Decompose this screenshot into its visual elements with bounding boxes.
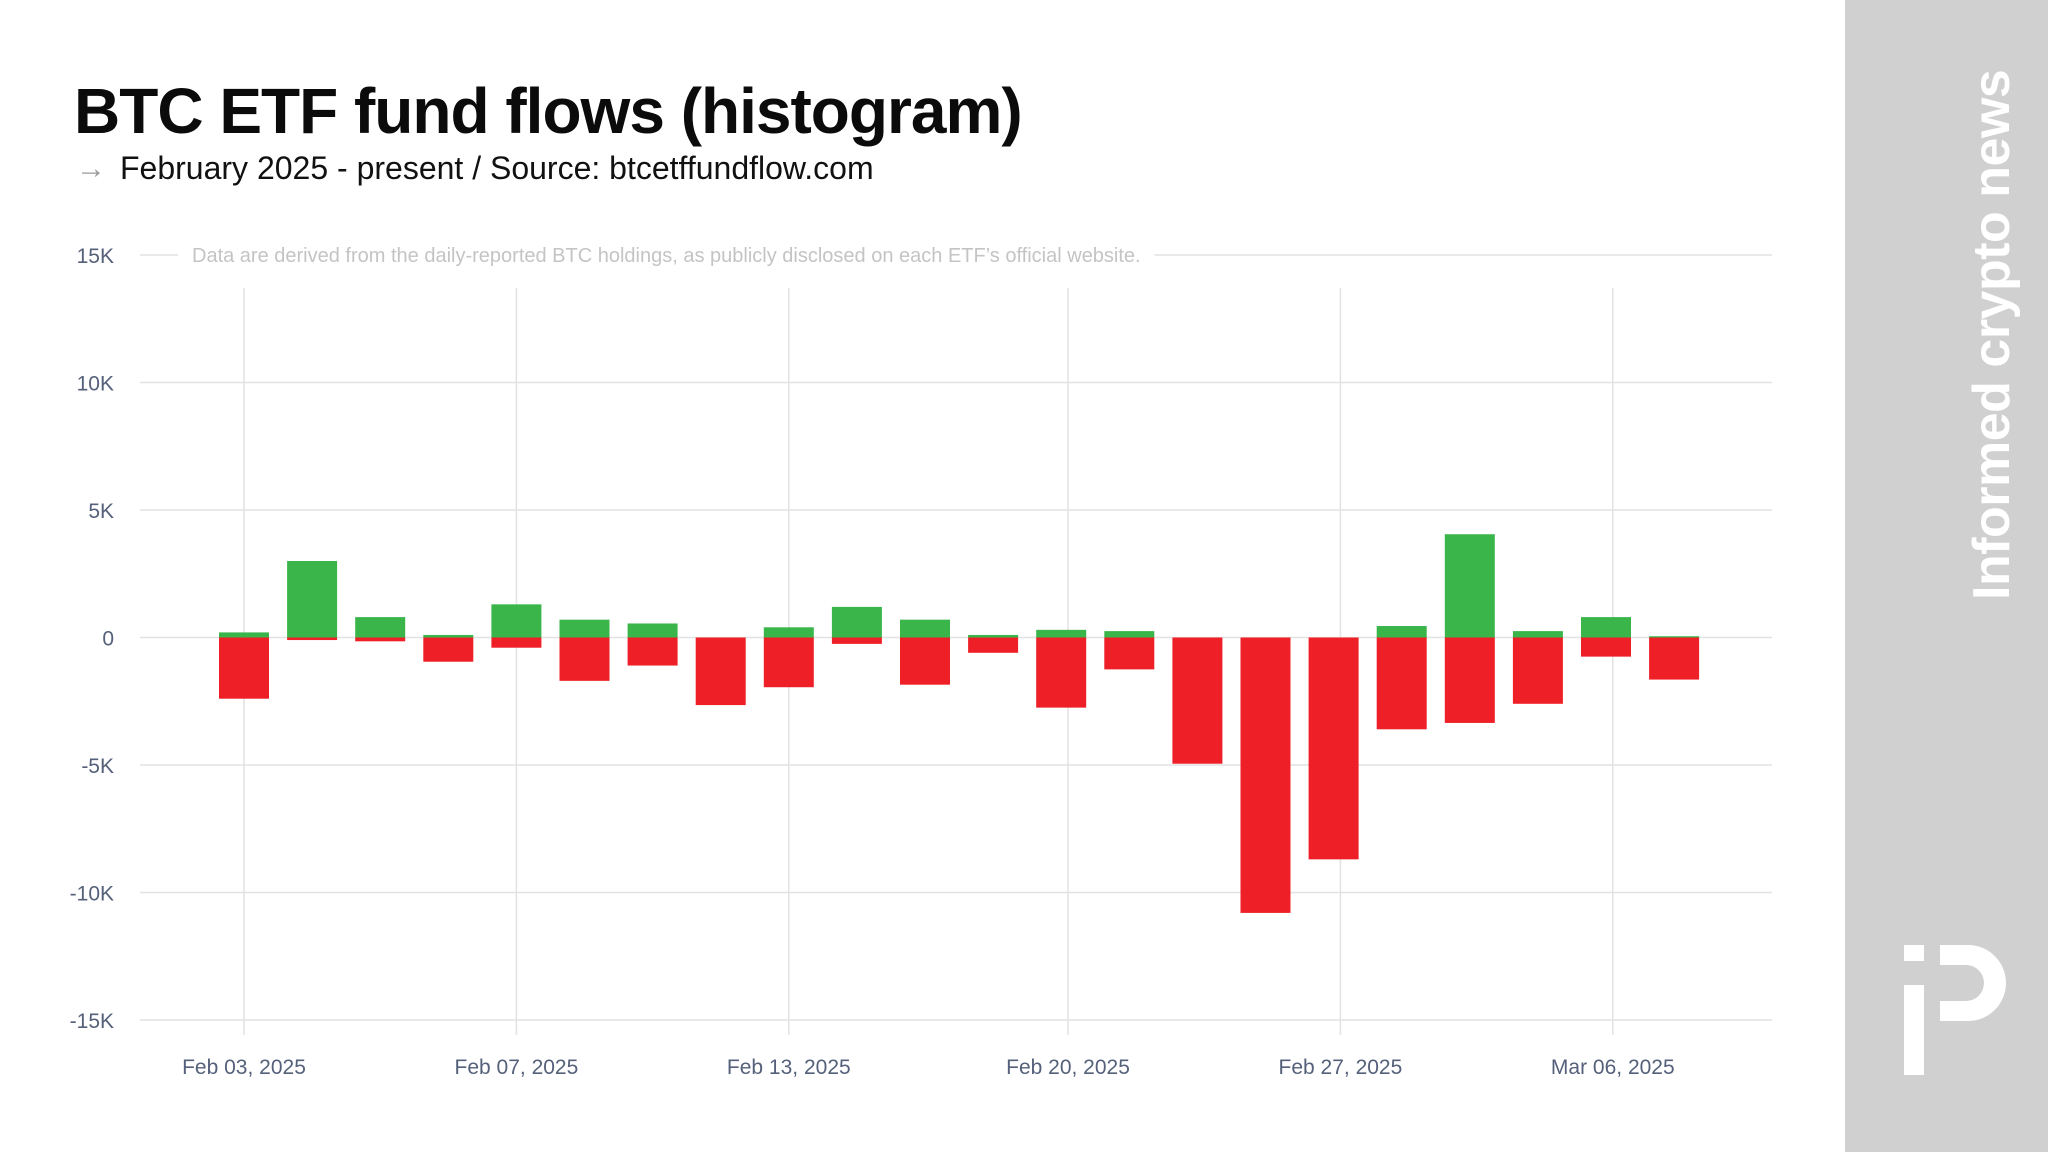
inflow-bar <box>763 627 814 638</box>
inflow-bar <box>1444 534 1495 638</box>
outflow-bar <box>968 637 1019 653</box>
inflow-bar <box>627 623 678 638</box>
y-tick-label: 5K <box>88 500 114 523</box>
chart-title: BTC ETF fund flows (histogram) <box>74 75 1023 147</box>
x-tick-label: Feb 13, 2025 <box>727 1056 851 1079</box>
outflow-bar <box>1444 637 1495 723</box>
inflow-bar <box>900 619 950 638</box>
inflow-bar <box>1036 629 1087 638</box>
ip-logo-icon <box>1904 945 2006 1075</box>
outflow-bar <box>219 637 269 699</box>
outflow-bar <box>1036 637 1087 708</box>
inflow-bar <box>219 632 269 638</box>
outflow-bar <box>1581 637 1631 657</box>
outflow-bar <box>287 637 338 641</box>
outflow-bar <box>1512 637 1563 704</box>
outflow-bar <box>627 637 678 666</box>
note-background <box>178 241 1155 269</box>
x-tick-label: Feb 03, 2025 <box>182 1056 306 1079</box>
y-tick-label: 0 <box>102 628 114 651</box>
outflow-bar <box>695 637 746 706</box>
arrow-right-icon: → <box>76 151 106 185</box>
outflow-bar <box>1172 637 1223 764</box>
histogram-chart: 15K 10K 5K 0 -5K -10K -15K Feb 03, 2025 Feb 07, … <box>69 241 1772 1079</box>
outflow-bar <box>763 637 814 688</box>
x-tick-label: Feb 20, 2025 <box>1006 1056 1130 1079</box>
outflow-bar <box>355 637 406 642</box>
outflow-bar <box>1649 637 1700 680</box>
inflow-bar <box>423 634 474 638</box>
x-tick-label: Feb 07, 2025 <box>455 1056 579 1079</box>
inflow-bar <box>831 606 882 638</box>
y-tick-label: -15K <box>70 1010 114 1033</box>
inflow-bar <box>491 604 542 638</box>
y-tick-label: -10K <box>70 883 114 906</box>
inflow-bar <box>968 634 1019 638</box>
y-tick-label: 15K <box>77 245 114 268</box>
inflow-bar <box>1104 631 1155 638</box>
inflow-bar <box>1649 636 1700 638</box>
inflow-bar <box>1512 631 1563 638</box>
outflow-bar <box>1104 637 1155 670</box>
outflow-bar <box>559 637 610 681</box>
axis-labels: 15K 10K 5K 0 -5K -10K -15K Feb 03, 2025 Feb 07, … <box>70 245 1675 1079</box>
x-tick-label: Feb 27, 2025 <box>1279 1056 1403 1079</box>
subtitle-text: February 2025 - present / Source: btcetf… <box>120 150 874 186</box>
outflow-bar <box>423 637 474 662</box>
outflow-bar <box>1240 637 1291 913</box>
inflow-bar <box>559 619 610 638</box>
y-tick-label: -5K <box>81 755 114 778</box>
inflow-bar <box>1376 626 1427 638</box>
inflow-bar <box>287 561 338 638</box>
x-tick-label: Mar 06, 2025 <box>1551 1056 1675 1079</box>
outflow-bar <box>831 637 882 644</box>
outflow-bar <box>491 637 542 648</box>
bar-series <box>219 534 1700 913</box>
inflow-bar <box>1581 617 1631 638</box>
chart-note: Data are derived from the daily-reported… <box>192 245 1141 267</box>
y-tick-label: 10K <box>77 373 114 396</box>
outflow-bar <box>900 637 950 685</box>
outflow-bar <box>1308 637 1359 860</box>
inflow-bar <box>355 617 406 638</box>
brand-name: Informed crypto news <box>1963 69 2021 600</box>
chart-subtitle: → February 2025 - present / Source: btce… <box>76 150 874 187</box>
outflow-bar <box>1376 637 1427 730</box>
